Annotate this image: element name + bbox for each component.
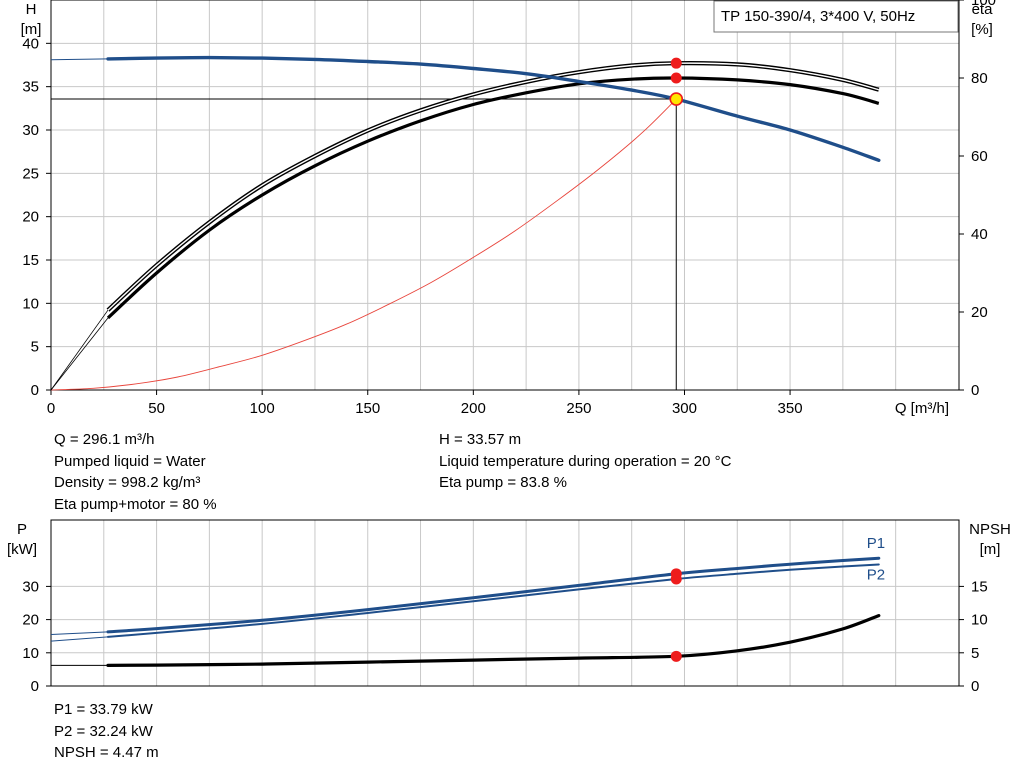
- npsh-marker: [670, 650, 682, 662]
- y2-axis-unit: [m]: [980, 541, 1001, 558]
- legend-label-p1: P1: [867, 535, 885, 552]
- plot-frame: [50, 0, 960, 391]
- readout-top-right: H = 33.57 m Liquid temperature during op…: [439, 429, 731, 494]
- y-axis-unit: [kW]: [7, 541, 37, 558]
- y-tick-label: 15: [22, 252, 39, 269]
- p1-curve-extension: [50, 631, 109, 636]
- p2-curve-extension: [50, 636, 109, 642]
- y-tick-label: 10: [22, 645, 39, 662]
- y-tick-label: 10: [22, 295, 39, 312]
- y2-tick-label: 0: [971, 382, 979, 399]
- x-tick-label: 0: [47, 400, 55, 417]
- y2-tick-label: 40: [971, 226, 988, 243]
- legend-label-p2: P2: [867, 566, 885, 583]
- y2-tick-label: 0: [971, 678, 979, 695]
- operating-point-marker: [669, 92, 684, 106]
- readout-p1: P1 = 33.79 kW: [54, 701, 153, 718]
- h-curve-extension: [50, 58, 109, 61]
- y-tick-label: 20: [22, 209, 39, 226]
- x-tick-label: 350: [778, 400, 803, 417]
- readout-density: Density = 998.2 kg/m³: [54, 474, 201, 491]
- x-tick-label: 300: [672, 400, 697, 417]
- y-tick-label: 30: [22, 122, 39, 139]
- h-curve: [106, 55, 881, 162]
- y-tick-label: 0: [31, 678, 39, 695]
- npsh-curve: [106, 614, 881, 667]
- y-tick-label: 20: [22, 612, 39, 629]
- x-axis-label: Q [m³/h]: [895, 400, 949, 417]
- eta-total-marker: [670, 72, 682, 84]
- readout-pumped-liquid: Pumped liquid = Water: [54, 452, 206, 470]
- y2-tick-label: 100: [971, 0, 996, 9]
- eta-pump-curve-extension: [50, 309, 109, 391]
- p1-curve: [106, 556, 881, 634]
- system-curve: [50, 98, 677, 391]
- plot-frame: [50, 519, 960, 687]
- y-tick-label: 0: [31, 382, 39, 399]
- eta-pump-marker: [670, 57, 682, 69]
- x-tick-label: 150: [355, 400, 380, 417]
- eta-pump-curve-core: [107, 62, 879, 311]
- x-tick-label: 50: [148, 400, 165, 417]
- readout-flow: Q = 296.1 m³/h: [54, 431, 155, 448]
- readout-bottom: P1 = 33.79 kW P2 = 32.24 kW NPSH = 4.47 …: [54, 699, 159, 764]
- x-tick-label: 250: [566, 400, 591, 417]
- y2-tick-label: 15: [971, 578, 988, 595]
- y-tick-label: 5: [31, 339, 39, 356]
- y-tick-label: 25: [22, 165, 39, 182]
- y-tick-label: 30: [22, 578, 39, 595]
- y2-tick-label: 80: [971, 70, 988, 87]
- readout-liquid-temperature: Liquid temperature during operation = 20…: [439, 452, 732, 470]
- readout-eta-pump: Eta pump = 83.8 %: [439, 474, 567, 491]
- performance-chart: 0 50 100 150 200 250 300 350 Q [m³/h]05101520253…: [21, 0, 996, 417]
- y2-tick-label: 60: [971, 148, 988, 165]
- y-axis-label: P: [17, 521, 27, 538]
- p2-marker: [670, 573, 682, 585]
- power-npsh-chart: 0 10 20 30 0 5 10 15 P [kW] NPSH [m] P1 P2: [7, 519, 1011, 695]
- readout-npsh: NPSH = 4.47 m: [54, 744, 159, 761]
- title-box: [713, 0, 959, 33]
- y2-tick-label: 5: [971, 645, 979, 662]
- readout-eta-total: Eta pump+motor = 80 %: [54, 495, 217, 513]
- chart-title: TP 150-390/4, 3*400 V, 50Hz: [721, 8, 915, 25]
- y-axis-unit: [m]: [21, 21, 42, 38]
- y2-axis-label: eta: [972, 1, 994, 18]
- y-tick-label: 35: [22, 79, 39, 96]
- y2-tick-label: 10: [971, 612, 988, 629]
- y2-axis-unit: [%]: [971, 21, 993, 38]
- x-tick-label: 100: [250, 400, 275, 417]
- y2-axis-label: NPSH: [969, 521, 1011, 538]
- readout-top-left: Q = 296.1 m³/h Pumped liquid = Water Den…: [54, 429, 217, 515]
- y2-tick-label: 20: [971, 304, 988, 321]
- eta-total-curve-extension: [50, 317, 109, 391]
- p2-curve: [107, 563, 880, 638]
- eta-total-curve: [106, 76, 880, 320]
- readout-p2: P2 = 32.24 kW: [54, 722, 153, 740]
- y-tick-label: 40: [22, 35, 39, 52]
- readout-head: H = 33.57 m: [439, 431, 522, 448]
- y-axis-label: H: [26, 1, 37, 18]
- x-tick-label: 200: [461, 400, 486, 417]
